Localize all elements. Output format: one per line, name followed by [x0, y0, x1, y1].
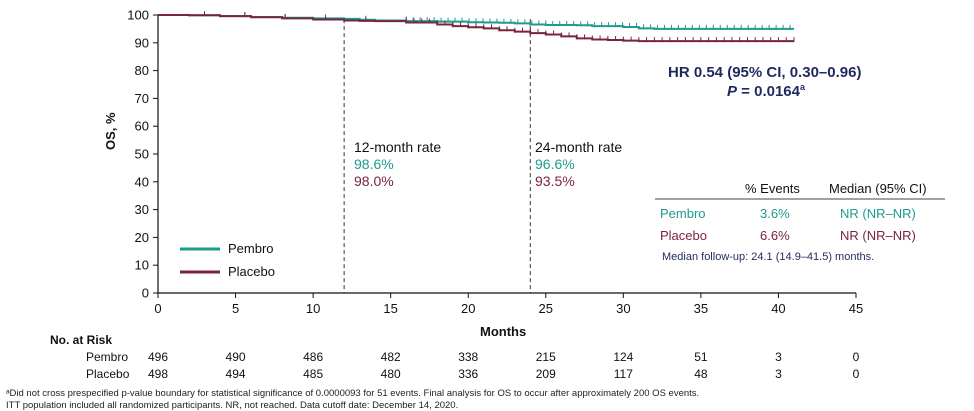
- summary-row-pembro-name: Pembro: [660, 206, 706, 221]
- x-tick-labels: 0 5 10 15 20 25 30 35 40 45: [154, 293, 863, 316]
- y-tick-label-60: 60: [135, 119, 149, 134]
- footnote-2: ITT population included all randomized p…: [6, 400, 459, 411]
- risk-pembro-m45: 0: [852, 350, 860, 364]
- x-tick-label-0: 0: [154, 301, 161, 316]
- x-tick-label-20: 20: [461, 301, 475, 316]
- legend: [180, 198, 945, 274]
- legend-pembro: Pembro: [228, 241, 274, 256]
- risk-placebo-m20: 336: [458, 367, 479, 381]
- x-tick-label-45: 45: [849, 301, 863, 316]
- x-tick-label-15: 15: [383, 301, 397, 316]
- y-tick-label-50: 50: [135, 147, 149, 162]
- risk-row-placebo-name: Placebo: [86, 367, 130, 381]
- hazard-ratio: HR 0.54 (95% CI, 0.30–0.96): [668, 64, 862, 81]
- rate-24-pembro: 96.6%: [535, 156, 575, 172]
- rate-12-title: 12-month rate: [354, 139, 442, 155]
- risk-pembro-m40: 3: [775, 350, 782, 364]
- summary-row-pembro-events: 3.6%: [760, 206, 790, 221]
- y-tick-label-10: 10: [135, 258, 149, 273]
- summary-col-events: % Events: [745, 181, 800, 196]
- y-tick-label-40: 40: [135, 174, 149, 189]
- risk-placebo-m0: 498: [147, 367, 169, 381]
- risk-placebo-m25: 209: [535, 367, 556, 381]
- legend-placebo: Placebo: [228, 264, 275, 279]
- rate-24-placebo: 93.5%: [535, 173, 575, 189]
- risk-pembro-m25: 215: [535, 350, 556, 364]
- risk-pembro-m10: 486: [303, 350, 324, 364]
- p-value: P = 0.0164a: [727, 82, 805, 100]
- summary-row-placebo-events: 6.6%: [760, 228, 790, 243]
- y-tick-label-20: 20: [135, 230, 149, 245]
- rate-24-title: 24-month rate: [535, 139, 623, 155]
- risk-pembro-m15: 482: [380, 350, 401, 364]
- summary-col-median: Median (95% CI): [829, 181, 927, 196]
- risk-pembro-m30: 124: [613, 350, 634, 364]
- y-tick-label-80: 80: [135, 63, 149, 78]
- p-superscript: a: [800, 82, 806, 92]
- summary-row-placebo-name: Placebo: [660, 228, 707, 243]
- y-tick-label-100: 100: [127, 8, 149, 23]
- x-tick-label-10: 10: [306, 301, 320, 316]
- summary-followup: Median follow-up: 24.1 (14.9–41.5) month…: [662, 251, 875, 263]
- footnote-1: ᵃDid not cross prespecified p-value boun…: [6, 388, 700, 399]
- summary-row-placebo-median: NR (NR–NR): [840, 228, 916, 243]
- risk-table-title: No. at Risk: [50, 333, 113, 347]
- risk-placebo-m40: 3: [775, 367, 782, 381]
- y-tick-label-0: 0: [142, 286, 149, 301]
- risk-pembro-m20: 338: [458, 350, 479, 364]
- censor-marks: [204, 11, 795, 43]
- rate-12-pembro: 98.6%: [354, 156, 394, 172]
- risk-pembro-m5: 490: [225, 350, 246, 364]
- reference-lines: [343, 19, 531, 293]
- risk-pembro-m0: 496: [147, 350, 169, 364]
- summary-row-pembro-median: NR (NR–NR): [840, 206, 916, 221]
- p-value-number: = 0.0164: [737, 83, 800, 100]
- risk-placebo-m5: 494: [225, 367, 246, 381]
- y-tick-label-70: 70: [135, 91, 149, 106]
- risk-placebo-m15: 480: [380, 367, 401, 381]
- x-tick-label-35: 35: [694, 301, 708, 316]
- risk-placebo-m10: 485: [303, 367, 324, 381]
- y-tick-label-90: 90: [135, 35, 149, 50]
- risk-placebo-m35: 48: [694, 367, 708, 381]
- y-tick-label-30: 30: [135, 202, 149, 217]
- x-tick-label-25: 25: [539, 301, 553, 316]
- risk-row-pembro-name: Pembro: [86, 350, 129, 364]
- risk-placebo-m45: 0: [852, 367, 860, 381]
- y-tick-labels: 0 10 20 30 40 50 60 70 80 90 100: [127, 8, 158, 301]
- risk-placebo-m30: 117: [613, 367, 633, 381]
- p-label: P: [727, 83, 738, 100]
- rate-12-placebo: 98.0%: [354, 173, 394, 189]
- x-tick-label-40: 40: [771, 301, 785, 316]
- x-axis-label: Months: [480, 324, 527, 339]
- x-tick-label-30: 30: [616, 301, 630, 316]
- x-tick-label-5: 5: [232, 301, 239, 316]
- y-axis-label: OS, %: [103, 112, 118, 150]
- risk-pembro-m35: 51: [694, 350, 708, 364]
